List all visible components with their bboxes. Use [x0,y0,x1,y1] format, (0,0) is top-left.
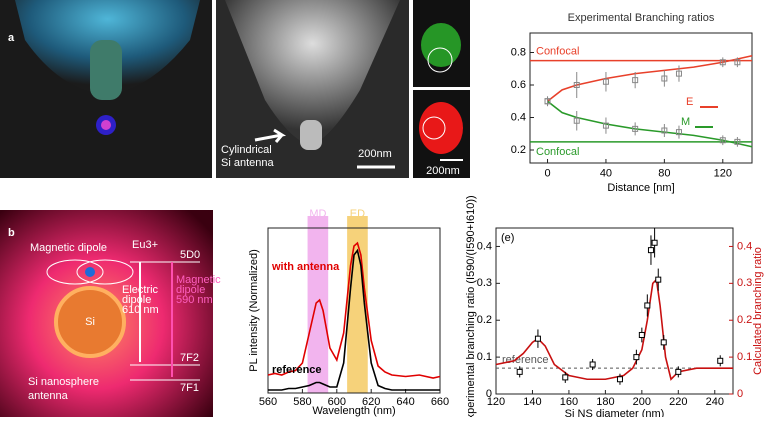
y-tick-label: 0 [486,388,492,400]
x-tick-label: 40 [600,168,612,180]
x-tick-label: 160 [560,396,578,408]
legend-label: with antenna [271,261,340,273]
reference-label: reference [502,354,548,366]
data-point [645,303,650,308]
data-point [639,332,644,337]
y-tick-label: 0.1 [477,351,492,363]
y-tick-label: 0.8 [511,46,526,58]
diagram-text: Magnetic dipole [30,242,107,254]
y-axis-label: Experimental branching ratio (I590/(I590… [465,195,477,417]
y2-axis-label: Calculated branching ratio [752,247,764,375]
x-tick-label: 240 [706,396,724,408]
x-axis-label: Si NS diameter (nm) [565,408,665,417]
data-point [676,369,681,374]
sem-caption: Cylindrical [221,144,272,156]
x-tick-label: 200 [633,396,651,408]
band-label: ED [350,208,365,220]
panel-label: a [8,32,15,44]
data-point [634,355,639,360]
y-tick-label: 0.4 [511,111,526,123]
diagram-text: 7F1 [180,382,199,394]
diagram-text: Eu3+ [132,239,158,251]
red-emission [419,102,463,154]
y2-tick-label: 0.4 [737,240,752,252]
chart-title: Experimental Branching ratios [568,12,715,24]
series-line [548,101,752,147]
scale-label: 200nm [426,165,460,177]
y2-tick-label: 0 [737,388,743,400]
data-point [648,248,653,253]
diagram-text: 590 nm [176,294,213,306]
data-point [656,277,661,282]
y2-tick-label: 0.3 [737,277,752,289]
legend-label: reference [272,364,322,376]
diagram-text: 610 nm [122,304,159,316]
panel-b-diagram: b Magnetic dipole Eu3+ 5D0 7F2 7F1 Elect… [0,210,221,417]
y-tick-label: 0.6 [511,79,526,91]
data-point [517,369,522,374]
data-point [652,240,657,245]
y-tick-label: 0.2 [477,314,492,326]
legend-label: E [686,96,693,108]
x-axis-label: Wavelength (nm) [312,405,395,417]
data-point [590,362,595,367]
x-axis-label: Distance [nm] [607,182,674,194]
plot-frame [496,228,733,394]
diagram-text: Si [85,316,95,328]
x-tick-label: 140 [523,396,541,408]
scale-label: 200nm [358,148,392,160]
panel-label: b [8,227,15,239]
x-tick-label: 80 [658,168,670,180]
y-tick-label: 0.2 [511,144,526,156]
x-tick-label: 660 [431,396,449,408]
figure: Cylindrical Si antenna 200nm 200nm a b M… [0,0,765,417]
diagram-text: 5D0 [180,249,200,261]
series-line [548,56,752,102]
data-point [661,340,666,345]
chart-title: (e) [501,232,514,244]
diagram-text: Si nanosphere [28,376,99,388]
green-emission [421,23,461,67]
reference-label: Confocal [536,146,579,158]
sem-antenna [300,120,322,150]
x-tick-label: 0 [544,168,550,180]
data-point [535,336,540,341]
data-point [617,377,622,382]
antenna-shape [90,40,122,100]
sem-caption: Si antenna [221,157,274,169]
panel-a-images: Cylindrical Si antenna 200nm 200nm a [0,0,470,178]
x-tick-label: 120 [714,168,732,180]
y-tick-label: 0.3 [477,277,492,289]
diagram-text: 7F2 [180,352,199,364]
emitter-core [101,120,111,130]
y2-tick-label: 0.1 [737,351,752,363]
band-label: MD [309,208,326,220]
reference-label: Confocal [536,46,579,58]
x-tick-label: 560 [259,396,277,408]
x-tick-label: 180 [596,396,614,408]
y2-tick-label: 0.2 [737,314,752,326]
data-point [563,375,568,380]
x-tick-label: 580 [293,396,311,408]
dipole [85,267,95,277]
data-point [718,358,723,363]
legend-label: M [681,116,690,128]
y-axis-label: PL intensity (Normalized) [248,249,260,371]
x-tick-label: 640 [396,396,414,408]
diagram-text: antenna [28,390,69,402]
x-tick-label: 220 [669,396,687,408]
y-tick-label: 0.4 [477,240,492,252]
